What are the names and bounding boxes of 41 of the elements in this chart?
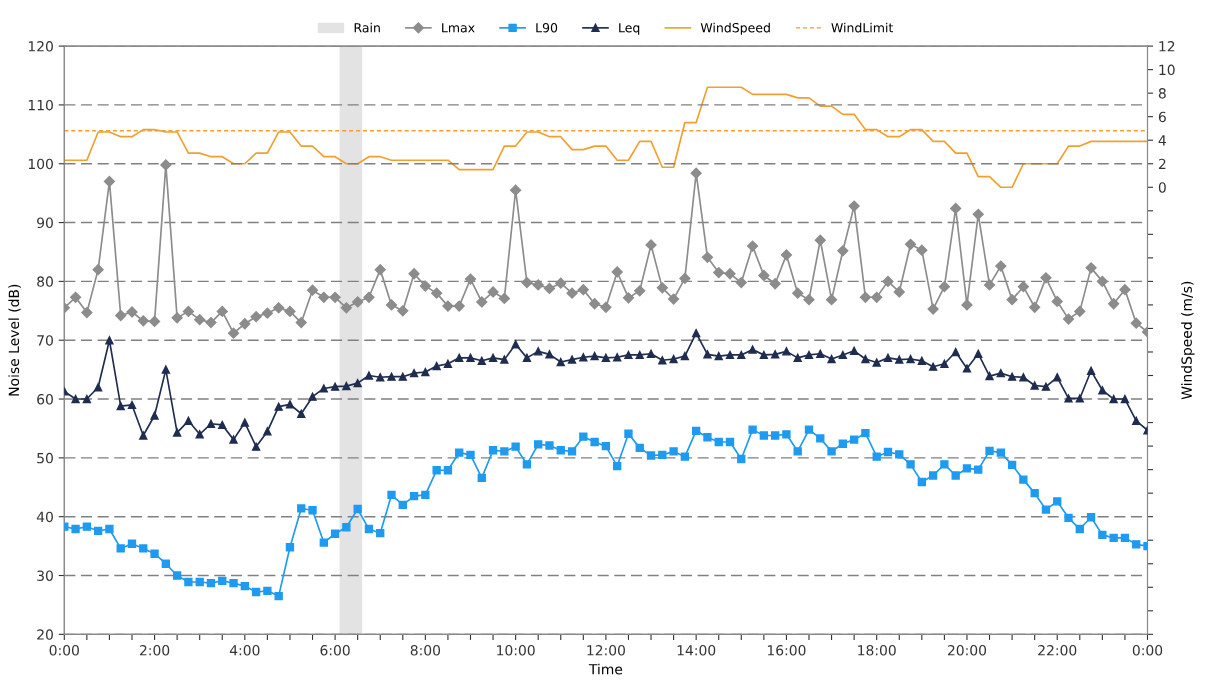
- y-axis-title: Noise Level (dB): [8, 284, 21, 396]
- y2-tick-label: 6: [1158, 111, 1166, 123]
- y2-tick-label: 4: [1158, 135, 1166, 146]
- x-tick-label: 18:00: [858, 645, 896, 656]
- x-tick-label: 14:00: [677, 645, 716, 656]
- x-tick-label: 22:00: [1038, 645, 1077, 656]
- y2-axis-title: WindSpeed (m/s): [1181, 281, 1195, 400]
- x-tick-label: 2:00: [139, 645, 170, 656]
- legend-label: L90: [536, 22, 558, 33]
- y-tick-label: 80: [37, 276, 53, 287]
- legend-label: Leq: [619, 23, 640, 35]
- x-tick-label: 20:00: [947, 645, 987, 656]
- x-tick-label: 8:00: [410, 645, 441, 656]
- y2-tick-label: 8: [1158, 88, 1166, 99]
- y2-tick-label: 12: [1159, 41, 1175, 52]
- y2-tick-label: 10: [1159, 64, 1175, 76]
- y-tick-label: 70: [37, 335, 53, 346]
- line-series: [64, 86, 1148, 189]
- y2-tick-label: 2: [1158, 158, 1166, 170]
- y-tick-label: 120: [28, 41, 53, 52]
- x-tick-label: 6:00: [320, 645, 350, 656]
- legend-label: Lmax: [442, 23, 475, 33]
- y-tick-label: 60: [37, 394, 53, 405]
- x-tick-label: 0:00: [49, 645, 79, 656]
- x-axis-title: Time: [588, 663, 623, 675]
- y-tick-label: 40: [36, 511, 53, 523]
- y-tick-label: 50: [37, 452, 53, 464]
- y-tick-label: 110: [28, 99, 53, 111]
- x-tick-label: 10:00: [497, 645, 535, 656]
- y-tick-label: 100: [28, 158, 53, 170]
- x-tick-label: 12:00: [587, 645, 625, 656]
- x-tick-label: 16:00: [767, 645, 806, 656]
- y2-tick-label: 0: [1158, 182, 1166, 193]
- y-tick-label: 30: [37, 570, 53, 581]
- legend-label: WindLimit: [831, 22, 894, 33]
- y-tick-label: 90: [37, 217, 53, 229]
- legend-label: Rain: [354, 22, 380, 33]
- x-tick-label: 4:00: [229, 645, 260, 656]
- legend-label: WindSpeed: [700, 22, 770, 35]
- y-tick-label: 20: [37, 629, 53, 640]
- x-tick-label: 0:00: [1132, 645, 1163, 656]
